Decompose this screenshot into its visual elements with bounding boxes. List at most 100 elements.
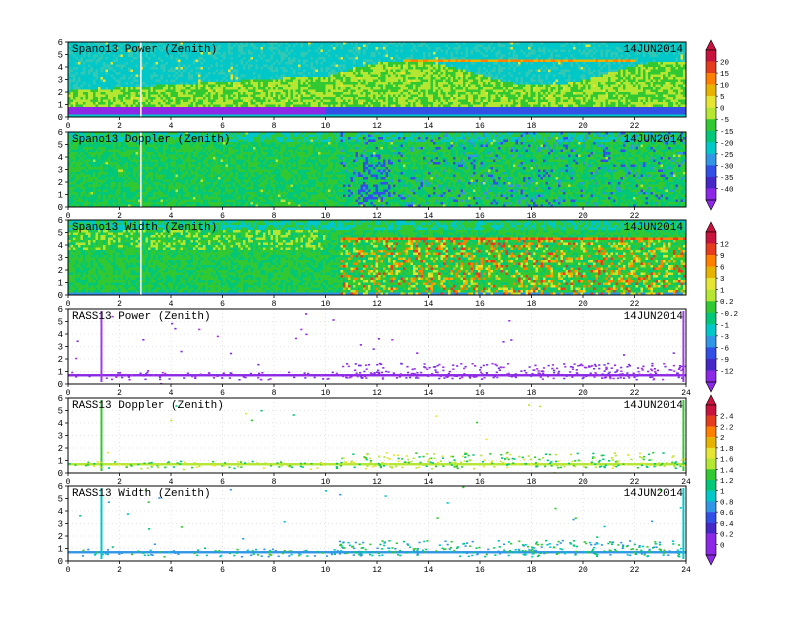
x-tick-label: 22: [630, 122, 640, 131]
colorbar-swatch: [706, 534, 716, 545]
x-tick-label: 4: [169, 389, 174, 398]
colorbar-label: -0.2: [720, 311, 738, 319]
colorbar-label: -20: [720, 140, 734, 148]
x-tick-label: 24: [681, 389, 691, 398]
colorbar-label: 0.2: [720, 299, 734, 307]
colorbar-swatch: [706, 131, 716, 143]
y-tick-label: 6: [58, 482, 63, 492]
colorbar-swatch: [706, 324, 716, 336]
colorbar-swatch: [706, 50, 716, 62]
x-tick-label: 18: [527, 300, 537, 309]
x-tick-label: 8: [272, 122, 277, 131]
colorbar-label: 10: [720, 83, 730, 91]
y-tick-label: 1: [58, 457, 63, 467]
y-tick-label: 0: [58, 203, 63, 213]
colorbar-label: -25: [720, 152, 734, 160]
x-tick-label: 16: [475, 122, 485, 131]
y-tick-label: 6: [58, 394, 63, 404]
x-tick-label: 0: [66, 389, 71, 398]
colorbar-swatch: [706, 359, 716, 371]
y-tick-label: 2: [58, 532, 63, 542]
x-tick-label: 12: [372, 566, 382, 575]
x-tick-label: 4: [169, 122, 174, 131]
colorbar-label: 2.4: [720, 414, 734, 422]
x-tick-label: 8: [272, 300, 277, 309]
x-tick-label: 22: [630, 566, 640, 575]
x-tick-label: 18: [527, 566, 537, 575]
colorbar-swatch: [706, 62, 716, 74]
x-tick-label: 20: [578, 300, 588, 309]
x-tick-label: 22: [630, 300, 640, 309]
x-tick-label: 16: [475, 300, 485, 309]
y-tick-label: 4: [58, 153, 63, 163]
colorbar-arrow-bottom: [706, 555, 716, 565]
colorbar-swatch: [706, 544, 716, 555]
colorbar-swatch: [706, 244, 716, 256]
y-tick-label: 2: [58, 88, 63, 98]
y-tick-label: 5: [58, 407, 63, 417]
x-tick-label: 22: [630, 389, 640, 398]
colorbar-label: 15: [720, 71, 730, 79]
colorbar-C: 2.42.221.81.61.41.210.80.60.40.20: [706, 395, 734, 565]
x-tick-label: 2: [117, 122, 122, 131]
colorbar-label: 0: [720, 542, 725, 550]
colorbar-label: -1: [720, 322, 730, 330]
x-tick-label: 20: [578, 122, 588, 131]
colorbar-swatch: [706, 370, 716, 382]
colorbar-swatch: [706, 108, 716, 120]
colorbar-swatch: [706, 313, 716, 325]
colorbar-label: 1.2: [720, 478, 734, 486]
panel-title: Spano13 Power (Zenith): [72, 44, 217, 56]
colorbar-arrow-top: [706, 222, 716, 232]
colorbar-swatch: [706, 154, 716, 166]
x-tick-label: 10: [321, 300, 331, 309]
y-tick-label: 6: [58, 305, 63, 315]
colorbar-swatch: [706, 96, 716, 108]
x-tick-label: 4: [169, 566, 174, 575]
x-tick-label: 12: [372, 300, 382, 309]
y-tick-label: 5: [58, 141, 63, 151]
y-tick-label: 1: [58, 279, 63, 289]
panel-date: 14JUN2014: [624, 400, 684, 412]
panel-title: Spano13 Doppler (Zenith): [72, 134, 230, 146]
colorbar-label: -3: [720, 334, 730, 342]
x-tick-label: 16: [475, 389, 485, 398]
colorbar-swatch: [706, 278, 716, 290]
colorbar-swatch: [706, 416, 716, 427]
x-tick-label: 4: [169, 300, 174, 309]
colorbar-label: 3: [720, 276, 725, 284]
y-tick-label: 3: [58, 166, 63, 176]
colorbar-label: 0.8: [720, 499, 734, 507]
panel-date: 14JUN2014: [624, 488, 684, 500]
y-tick-label: 6: [58, 216, 63, 226]
colorbar-label: -5: [720, 117, 730, 125]
colorbar-swatch: [706, 469, 716, 480]
colorbar-swatch: [706, 290, 716, 302]
colorbar-label: 20: [720, 60, 730, 68]
y-tick-label: 4: [58, 63, 63, 73]
colorbar-label: 9: [720, 253, 725, 261]
colorbars-group: 20151050-5-15-20-25-30-35-401296310.2-0.…: [706, 40, 738, 565]
colorbar-swatch: [706, 347, 716, 359]
panel-date: 14JUN2014: [624, 134, 684, 146]
x-tick-label: 18: [527, 122, 537, 131]
colorbar-label: -9: [720, 357, 729, 365]
colorbar-swatch: [706, 188, 716, 200]
colorbar-swatch: [706, 73, 716, 85]
colorbar-label: -35: [720, 175, 734, 183]
y-tick-label: 4: [58, 330, 63, 340]
x-tick-label: 14: [424, 566, 434, 575]
y-tick-label: 5: [58, 229, 63, 239]
x-tick-label: 6: [220, 122, 225, 131]
colorbar-swatch: [706, 267, 716, 279]
x-tick-label: 8: [272, 566, 277, 575]
colorbar-label: -12: [720, 368, 734, 376]
y-tick-label: 1: [58, 545, 63, 555]
